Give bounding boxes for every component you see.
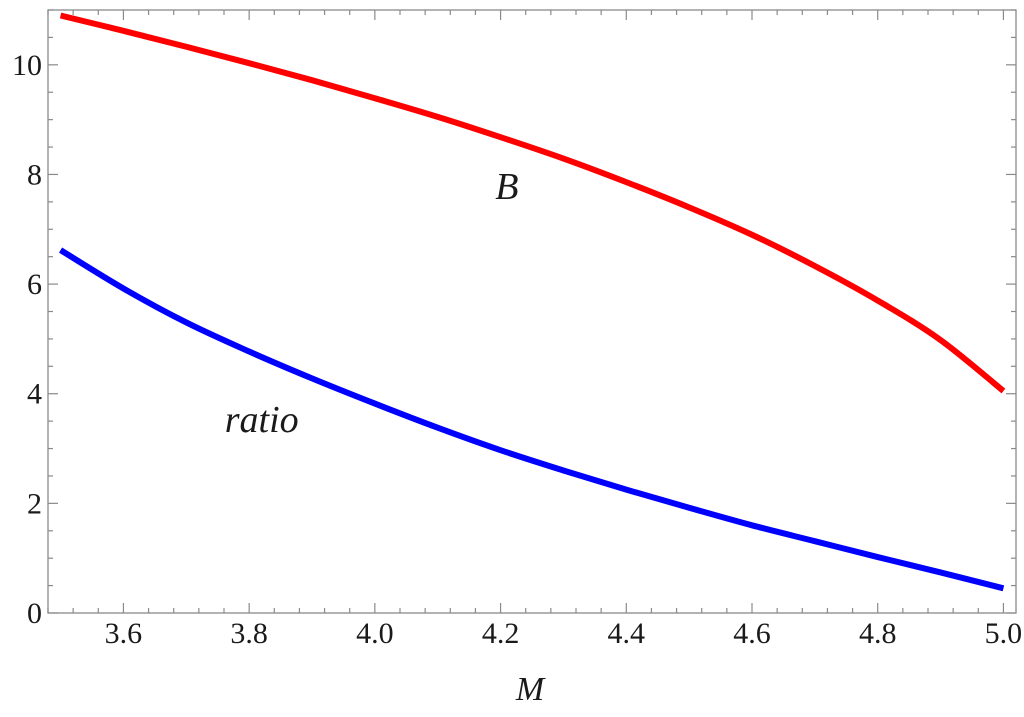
tick-labels: 3.6 3.8 4.0 4.2 4.4 4.6 4.8 5.0 0 2 4 6 8 10 [12,49,1022,650]
series-line-b [59,12,1006,394]
y-tick-label: 6 [27,268,42,301]
x-tick-label: 5.0 [985,617,1023,650]
x-tick-label: 3.8 [230,617,268,650]
series-layer [59,12,1006,592]
x-tick-label: 4.0 [356,617,394,650]
y-tick-label: 10 [12,49,42,82]
y-tick-label: 2 [27,487,42,520]
x-tick-label: 4.4 [608,617,646,650]
y-tick-label: 4 [27,378,42,411]
x-axis-label: M [515,671,546,708]
plot-frame [47,9,1017,614]
y-tick-label: 0 [27,597,42,630]
series-line-ratio [59,247,1005,592]
annotation-b: B [495,166,518,208]
x-tick-label: 4.8 [859,617,897,650]
y-tick-label: 8 [27,158,42,191]
x-tick-label: 3.6 [105,617,143,650]
axis-ticks [47,9,1016,614]
x-tick-label: 4.6 [733,617,771,650]
x-tick-label: 4.2 [482,617,520,650]
annotation-ratio: ratio [225,399,299,441]
